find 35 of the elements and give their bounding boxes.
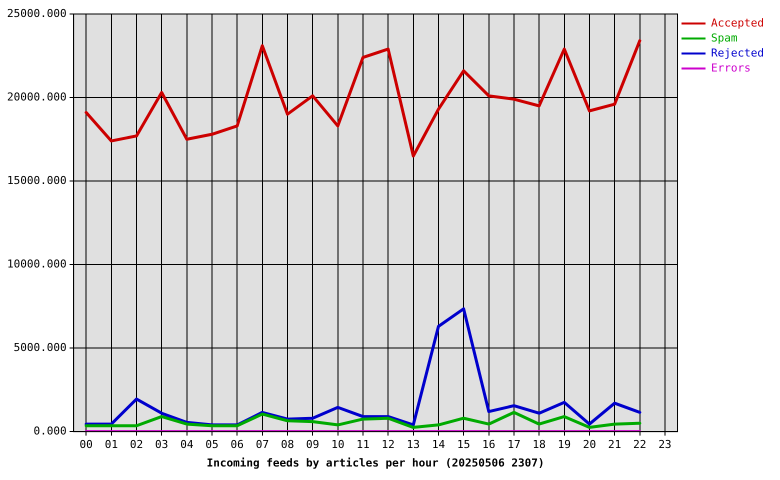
y-tick-label: 5000.000 (14, 340, 67, 354)
x-tick-label: 14 (432, 438, 446, 452)
x-tick-label: 10 (331, 438, 344, 452)
x-axis-title: Incoming feeds by articles per hour (20250506 2307) (206, 456, 544, 470)
y-tick-label: 0.000 (33, 424, 67, 438)
y-tick-label: 25000.000 (6, 6, 67, 20)
legend-label: Accepted (711, 16, 764, 30)
x-tick-label: 09 (306, 438, 320, 452)
x-tick-label: 12 (382, 438, 395, 452)
x-tick-label: 06 (230, 438, 244, 452)
x-tick-label: 15 (457, 438, 470, 452)
x-tick-label: 11 (356, 438, 370, 452)
x-tick-label: 08 (280, 438, 294, 452)
x-tick-label: 17 (507, 438, 521, 452)
x-tick-label: 05 (205, 438, 219, 452)
legend-label: Rejected (711, 46, 764, 60)
legend-label: Errors (711, 61, 751, 74)
x-tick-label: 00 (80, 438, 93, 452)
x-tick-label: 16 (482, 438, 496, 452)
y-tick-label: 15000.000 (6, 174, 67, 187)
x-tick-label: 07 (256, 438, 269, 452)
x-tick-label: 21 (608, 438, 622, 452)
x-tick-label: 20 (582, 438, 596, 452)
x-tick-label: 22 (633, 438, 646, 452)
y-tick-label: 10000.000 (6, 257, 67, 270)
x-tick-label: 13 (406, 438, 420, 452)
x-tick-label: 23 (658, 438, 672, 452)
x-tick-label: 04 (180, 438, 194, 452)
x-tick-label: 02 (130, 438, 144, 452)
x-tick-label: 01 (104, 438, 118, 452)
x-tick-label: 03 (155, 438, 168, 452)
y-tick-label: 20000.000 (6, 90, 67, 104)
x-tick-label: 19 (558, 438, 571, 452)
x-tick-label: 18 (532, 438, 546, 452)
legend-label: Spam (711, 31, 738, 44)
